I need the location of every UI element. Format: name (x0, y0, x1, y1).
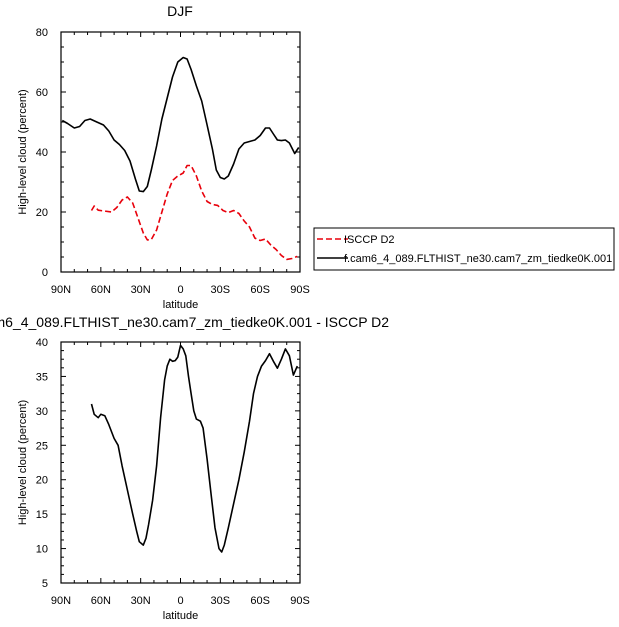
legend: ISCCP D2 f.cam6_4_089.FLTHIST_ne30.cam7_z… (313, 227, 615, 271)
y-tick-label: 25 (36, 440, 48, 452)
x-tick-label: 90S (290, 284, 310, 296)
x-tick-label: 90N (51, 595, 71, 607)
y-tick-label: 40 (36, 147, 48, 159)
y-tick-label: 10 (36, 544, 48, 556)
y-tick-label: 80 (36, 27, 48, 39)
x-tick-label: 30N (131, 595, 151, 607)
series-line-1 (90, 344, 299, 553)
x-tick-label: 60N (91, 284, 111, 296)
series-line-2 (61, 56, 300, 193)
x-tick-label: 30S (211, 284, 231, 296)
series-line-1 (90, 164, 298, 261)
x-tick-label: 0 (177, 284, 183, 296)
plot-frame (60, 31, 301, 273)
y-tick-label: 20 (36, 207, 48, 219)
legend-label: ISCCP D2 (344, 234, 395, 246)
chart-panel-2: f.cam6_4_089.FLTHIST_ne30.cam7_zm_tiedke… (0, 314, 389, 622)
x-tick-label: 90N (51, 284, 71, 296)
y-axis-label: High-level cloud (percent) (17, 400, 29, 525)
x-tick-label: 90S (290, 595, 310, 607)
y-tick-label: 60 (36, 87, 48, 99)
x-tick-label: 30N (131, 284, 151, 296)
plot-frame (60, 341, 301, 584)
chart-title: DJF (167, 3, 193, 19)
x-axis-label: latitude (163, 299, 198, 311)
x-tick-label: 60S (250, 595, 270, 607)
x-tick-label: 60S (250, 284, 270, 296)
x-tick-label: 30S (211, 595, 231, 607)
y-axis-label: High-level cloud (percent) (17, 89, 29, 214)
legend-box (313, 227, 615, 271)
legend-label: f.cam6_4_089.FLTHIST_ne30.cam7_zm_tiedke… (344, 253, 612, 265)
y-tick-label: 0 (42, 267, 48, 279)
y-tick-label: 5 (42, 578, 48, 590)
y-tick-label: 35 (36, 371, 48, 383)
y-tick-label: 30 (36, 406, 48, 418)
y-tick-label: 15 (36, 509, 48, 521)
x-axis-label: latitude (163, 610, 198, 622)
y-tick-label: 40 (36, 337, 48, 349)
chart-title: f.cam6_4_089.FLTHIST_ne30.cam7_zm_tiedke… (0, 314, 389, 330)
x-tick-label: 60N (91, 595, 111, 607)
x-tick-label: 0 (177, 595, 183, 607)
y-tick-label: 20 (36, 475, 48, 487)
chart-panel-1: DJF 90N 60N 30N 0 30S 60S 90S 0 20 40 60 80 latitude H… (17, 3, 615, 311)
